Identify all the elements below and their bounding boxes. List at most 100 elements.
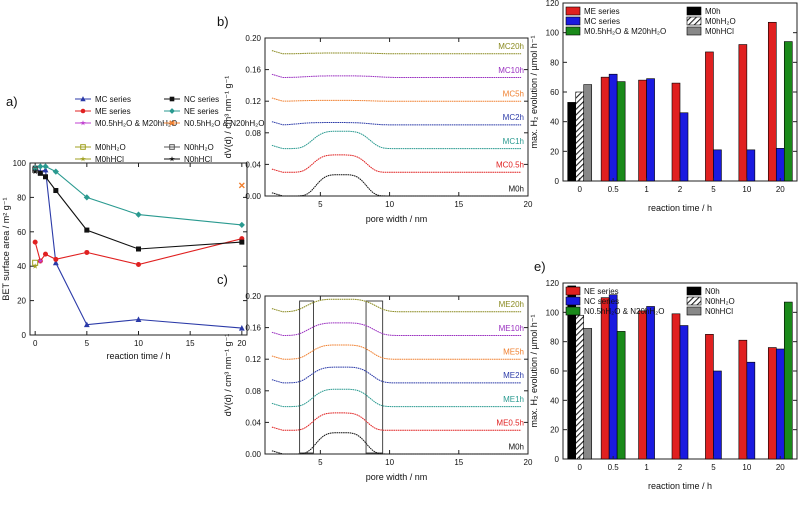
data-point <box>84 249 90 255</box>
data-point <box>238 182 245 189</box>
x-tick-label: 15 <box>186 339 195 348</box>
series-me2h: ME2h <box>271 366 524 384</box>
legend-label: MC series <box>95 95 131 104</box>
series-m0h: M0h <box>271 174 524 197</box>
legend-label: M0hH₂O <box>95 143 126 152</box>
legend-label: N0hH₂O <box>184 143 214 152</box>
data-point <box>80 120 86 126</box>
series-line <box>271 298 522 313</box>
legend-label: M0hHCl <box>705 27 734 36</box>
series-line <box>271 50 522 55</box>
series-line <box>271 73 522 78</box>
series-me0.5h: ME0.5h <box>271 412 524 431</box>
x-tick-label: 10 <box>742 185 751 194</box>
series-n0-5hh-o-n20hh-o <box>238 182 245 189</box>
data-point <box>32 165 39 172</box>
bar <box>646 306 655 460</box>
y-tick-label: 80 <box>550 338 559 347</box>
data-point <box>169 120 175 126</box>
panel-label: e) <box>534 259 546 274</box>
series-label: ME20h <box>499 300 524 309</box>
bar <box>567 102 577 182</box>
y-tick-label: 40 <box>17 262 26 271</box>
data-point <box>42 163 49 170</box>
bar <box>775 148 785 182</box>
data-point <box>169 144 175 150</box>
data-point <box>169 156 175 162</box>
series-label: M0h <box>508 184 524 193</box>
series-mc0.5h: MC0.5h <box>271 154 524 173</box>
bar <box>738 339 748 460</box>
legend: MC series NC series ME series NE series M0.5… <box>75 95 264 164</box>
series-label: MC0.5h <box>496 161 524 170</box>
bar <box>783 41 793 182</box>
series-label: MC20h <box>498 42 524 51</box>
data-point <box>32 168 39 175</box>
series-line <box>271 366 522 384</box>
legend-label: N0h <box>705 287 720 296</box>
series-mc5h: MC5h <box>271 89 524 102</box>
series-line <box>271 97 522 102</box>
y-tick-label: 60 <box>550 367 559 376</box>
data-point <box>37 163 44 170</box>
bar <box>775 348 785 460</box>
y-tick-label: 100 <box>546 308 560 317</box>
y-tick-label: 120 <box>546 279 560 288</box>
x-tick-label: 20 <box>524 200 533 209</box>
series-line <box>271 388 522 408</box>
legend-label: MC series <box>584 17 620 26</box>
legend-label: N0hH₂O <box>705 297 735 306</box>
panel-b-pore-size-mc: 0.00 0.04 0.08 0.12 0.16 0.20 5 10 15 20 pore widt… <box>217 14 533 224</box>
data-point <box>83 194 90 201</box>
legend-label: N0.5hH₂O & N20hH₂O <box>184 119 264 128</box>
y-tick-label: 120 <box>546 0 560 8</box>
data-point <box>37 170 43 176</box>
legend-label: M0.5hH₂O & M20hH₂O <box>584 27 666 36</box>
legend-label: M0hHCl <box>95 155 124 164</box>
x-tick-label: 15 <box>454 458 463 467</box>
legend-swatch <box>565 296 581 306</box>
y-tick-label: 20 <box>550 426 559 435</box>
bar <box>746 149 756 182</box>
series-mc2h: MC2h <box>271 113 524 126</box>
series-label: MC1h <box>503 137 524 146</box>
y-tick-label: 0.20 <box>245 292 261 301</box>
legend-label: NE series <box>184 107 219 116</box>
bar <box>646 78 655 182</box>
series-me10h: ME10h <box>271 322 524 336</box>
bar <box>638 79 647 182</box>
series-line <box>271 121 522 126</box>
series-me5h: ME5h <box>271 344 524 360</box>
data-point <box>42 166 49 173</box>
panel-label: b) <box>217 14 229 29</box>
bar <box>713 370 722 460</box>
series-line <box>271 432 522 455</box>
data-point <box>80 156 86 162</box>
y-tick-label: 40 <box>550 118 559 127</box>
x-tick-label: 10 <box>385 458 394 467</box>
series-label: M0h <box>508 442 524 451</box>
series-line <box>34 238 242 266</box>
legend-swatch <box>565 26 581 36</box>
bar <box>738 44 748 182</box>
bar <box>583 84 593 182</box>
x-tick-label: 15 <box>454 200 463 209</box>
y-axis-label: BET surface area / m² g⁻¹ <box>1 197 11 300</box>
legend-swatch <box>686 26 702 36</box>
series-label: ME10h <box>499 324 524 333</box>
data-point <box>32 263 39 269</box>
bar <box>600 76 610 182</box>
x-axis-label: pore width / nm <box>366 214 428 224</box>
legend-swatch <box>565 6 581 16</box>
x-tick-label: 5 <box>711 463 716 472</box>
x-axis-label: pore width / nm <box>366 472 428 482</box>
series-label: ME0.5h <box>496 419 524 428</box>
series-ne-series <box>32 163 245 229</box>
legend-swatch <box>565 16 581 26</box>
bar <box>608 294 618 460</box>
x-axis-label: reaction time / h <box>106 351 170 361</box>
data-point <box>135 211 142 218</box>
